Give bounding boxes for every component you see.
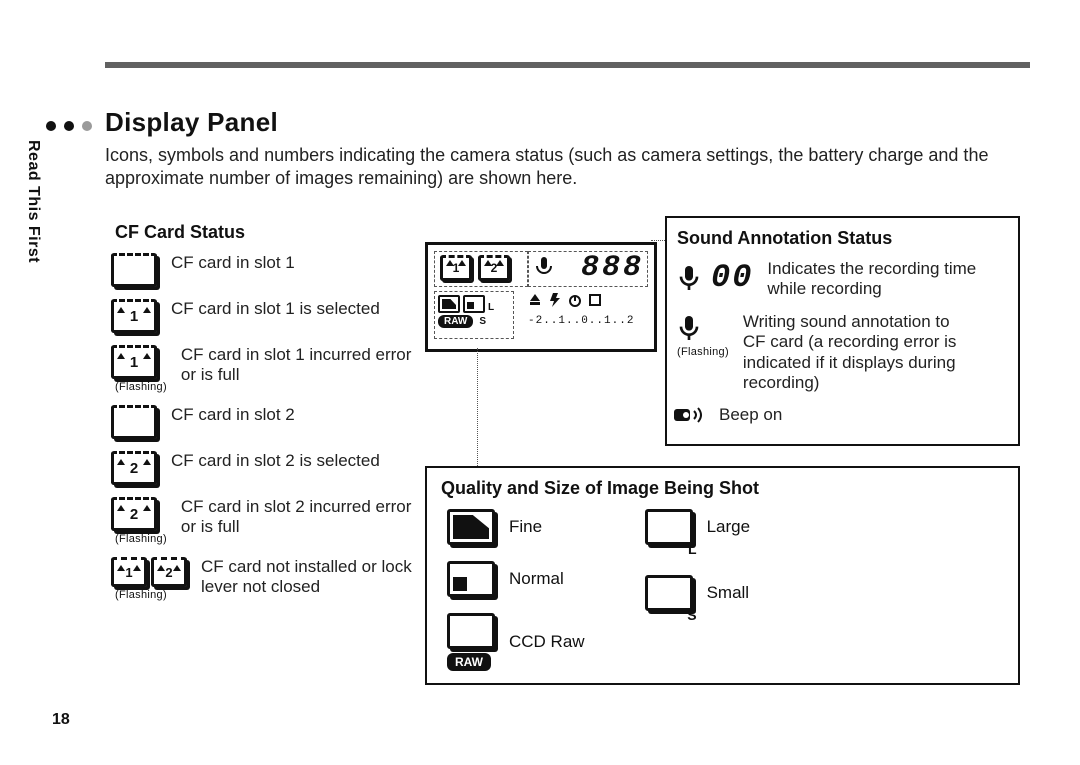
sound-label: Beep on bbox=[719, 405, 782, 425]
flashing-note: (Flashing) bbox=[115, 589, 187, 601]
quality-label: CCD Raw bbox=[509, 632, 585, 652]
flashing-note: (Flashing) bbox=[115, 381, 167, 393]
leader-line bbox=[651, 240, 665, 241]
quality-size-panel: Quality and Size of Image Being Shot Fin… bbox=[425, 466, 1020, 685]
sound-label: Writing sound annotation to CF card (a r… bbox=[743, 312, 963, 394]
cf-label: CF card in slot 2 bbox=[171, 405, 295, 425]
mic-icon bbox=[673, 312, 705, 344]
cf-card-status-panel: CF Card Status CF card in slot 1 1 CF ca… bbox=[105, 216, 415, 685]
cf-row: 1 (Flashing) CF card in slot 1 incurred … bbox=[111, 345, 415, 393]
intro-text: Icons, symbols and numbers indicating th… bbox=[105, 144, 1020, 189]
cf-slot2-icon: 2 bbox=[151, 557, 187, 587]
quality-label: Normal bbox=[509, 569, 564, 589]
flash-icon bbox=[548, 293, 562, 307]
raw-badge: RAW bbox=[447, 653, 491, 671]
display-panel-diagram: 1 2 888 L RAW S bbox=[425, 242, 657, 352]
cf-slot1-selected-icon: 1 bbox=[111, 299, 157, 333]
page-number: 18 bbox=[52, 711, 70, 729]
cf-label: CF card in slot 1 is selected bbox=[171, 299, 380, 319]
mic-icon bbox=[532, 255, 556, 279]
cf-label: CF card in slot 1 incurred error or is f… bbox=[181, 345, 415, 386]
cf-slot2-selected-icon: 2 bbox=[111, 451, 157, 485]
frame-counter: 888 bbox=[581, 251, 644, 285]
cf-row: CF card in slot 1 bbox=[111, 253, 415, 287]
cf-slot2-icon bbox=[111, 405, 157, 439]
quality-title: Quality and Size of Image Being Shot bbox=[441, 478, 1008, 499]
cf-row: 2 (Flashing) CF card in slot 2 incurred … bbox=[111, 497, 415, 545]
quality-label: Fine bbox=[509, 517, 542, 537]
top-rule bbox=[105, 62, 1030, 68]
ev-scale: -2..1..0..1..2 bbox=[528, 315, 634, 327]
size-label: Small bbox=[707, 583, 750, 603]
quality-fine-icon bbox=[447, 509, 495, 545]
size-label: Large bbox=[707, 517, 750, 537]
cf-label: CF card in slot 2 incurred error or is f… bbox=[181, 497, 415, 538]
cf-slot1-icon: 1 bbox=[111, 557, 147, 587]
card-icon bbox=[588, 293, 602, 307]
cf-title: CF Card Status bbox=[115, 222, 415, 243]
page-title: Display Panel bbox=[105, 107, 278, 138]
cf-label: CF card not installed or lock lever not … bbox=[201, 557, 415, 598]
sound-label: Indicates the recording time while recor… bbox=[767, 259, 1012, 300]
cf-row: 2 CF card in slot 2 is selected bbox=[111, 451, 415, 485]
size-large-icon bbox=[645, 509, 693, 545]
heading-bullets bbox=[46, 121, 92, 131]
timer-icon bbox=[568, 293, 582, 307]
quality-raw-icon bbox=[447, 613, 495, 649]
sound-timer: 00 bbox=[711, 259, 753, 296]
cf-label: CF card in slot 1 bbox=[171, 253, 295, 273]
sound-title: Sound Annotation Status bbox=[677, 228, 1012, 249]
cf-slot1-error-icon: 1 bbox=[111, 345, 157, 379]
side-tab-label: Read This First bbox=[24, 140, 42, 320]
cf-row: 1 CF card in slot 1 is selected bbox=[111, 299, 415, 333]
mic-icon bbox=[673, 262, 705, 294]
quality-normal-icon bbox=[447, 561, 495, 597]
cf-row: 1 2 (Flashing) CF card not installed or … bbox=[111, 557, 415, 601]
flashing-note: (Flashing) bbox=[677, 346, 729, 358]
cf-row: CF card in slot 2 bbox=[111, 405, 415, 439]
cf-slot1-icon bbox=[111, 253, 157, 287]
cf-slot2-error-icon: 2 bbox=[111, 497, 157, 531]
sound-annotation-panel: Sound Annotation Status 00 Indicates the… bbox=[665, 216, 1020, 446]
flashing-note: (Flashing) bbox=[115, 533, 167, 545]
cf-label: CF card in slot 2 is selected bbox=[171, 451, 380, 471]
eject-icon bbox=[528, 293, 542, 307]
beep-icon bbox=[673, 405, 705, 425]
leader-line bbox=[477, 348, 478, 466]
size-small-icon bbox=[645, 575, 693, 611]
